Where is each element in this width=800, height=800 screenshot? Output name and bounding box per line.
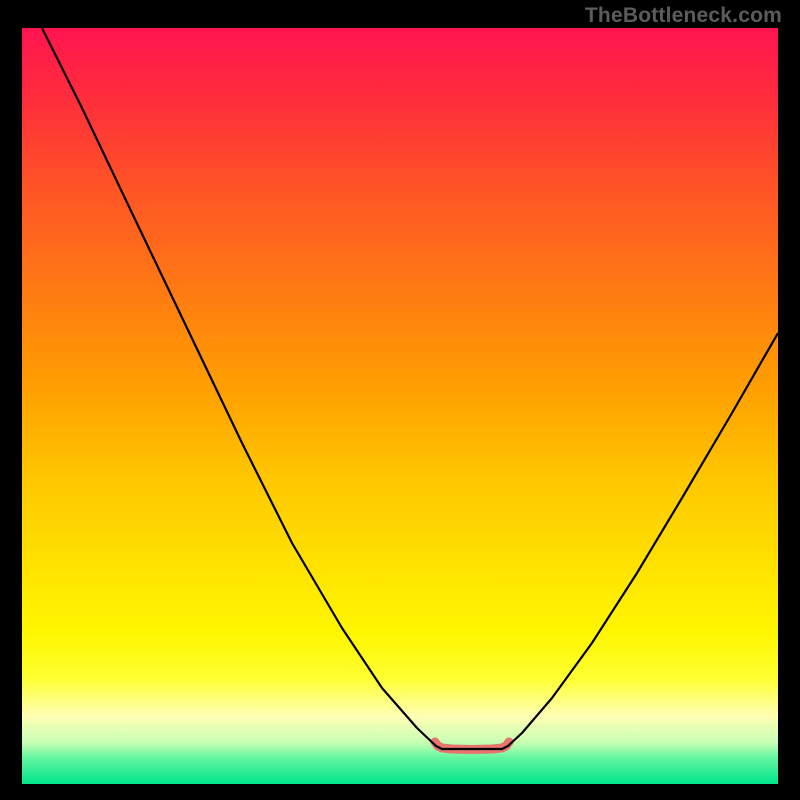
chart-frame: TheBottleneck.com [0, 0, 800, 800]
plot-area [22, 28, 778, 784]
watermark-text: TheBottleneck.com [585, 4, 782, 28]
gradient-background [22, 28, 778, 784]
bottleneck-curve-chart [22, 28, 778, 784]
